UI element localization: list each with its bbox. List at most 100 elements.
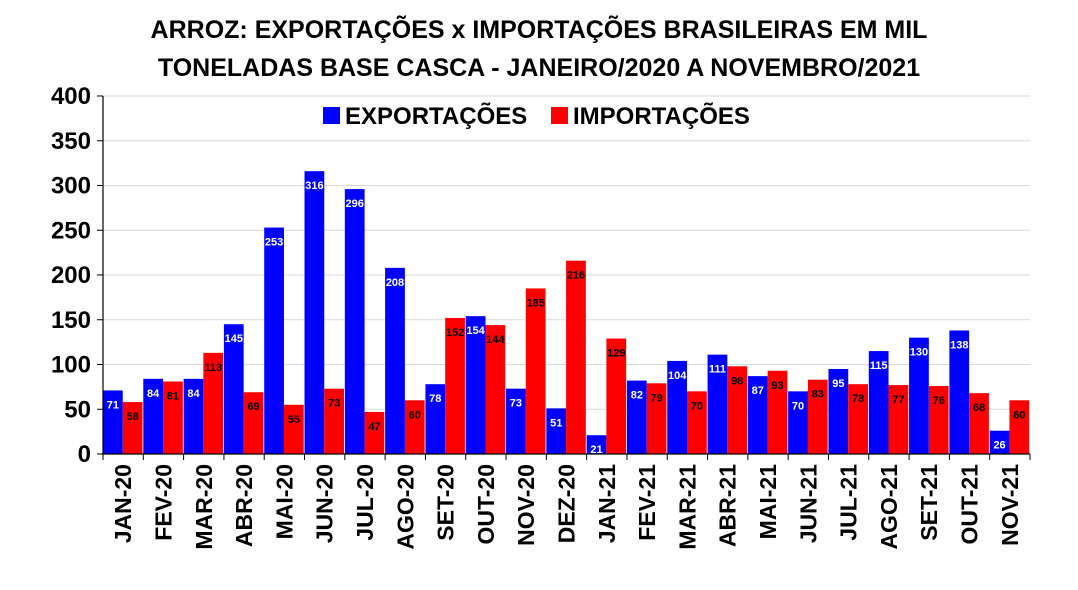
export-value-label: 115 xyxy=(870,360,888,372)
import-bar-NOV-20 xyxy=(525,288,546,454)
export-bar-JUL-20 xyxy=(344,189,365,454)
export-value-label: 145 xyxy=(225,333,243,345)
export-bar-JUN-20 xyxy=(304,171,325,454)
x-tick-label: NOV-20 xyxy=(513,464,539,546)
export-bar-AGO-21 xyxy=(868,351,889,454)
import-value-label: 98 xyxy=(731,375,743,387)
export-bar-NOV-20 xyxy=(506,388,526,454)
export-value-label: 26 xyxy=(993,440,1005,452)
legend-label-importacoes: IMPORTAÇÕES xyxy=(573,102,750,130)
x-tick-label: JUL-20 xyxy=(352,464,378,541)
export-value-label: 95 xyxy=(832,378,844,390)
import-bar-SET-21 xyxy=(928,385,949,454)
import-bar-FEV-21 xyxy=(646,383,667,454)
x-tick-label: JAN-21 xyxy=(594,464,620,543)
export-value-label: 296 xyxy=(346,198,364,210)
import-value-label: 58 xyxy=(126,411,138,423)
chart-title-line-1: ARROZ: EXPORTAÇÕES x IMPORTAÇÕES BRASILE… xyxy=(151,14,928,44)
export-bar-OUT-20 xyxy=(465,316,486,454)
import-bar-JUL-21 xyxy=(848,384,868,454)
export-value-label: 111 xyxy=(709,364,726,376)
export-value-label: 84 xyxy=(147,388,160,400)
export-value-label: 208 xyxy=(386,277,404,289)
import-bar-JUN-21 xyxy=(807,379,828,454)
import-bar-DEZ-20 xyxy=(566,260,586,454)
export-bar-JAN-20 xyxy=(103,390,123,454)
import-bar-MAR-21 xyxy=(687,391,707,454)
y-tick-label: 300 xyxy=(51,173,91,200)
import-value-label: 93 xyxy=(771,380,783,392)
export-value-label: 71 xyxy=(107,399,119,411)
x-axis-ticks: JAN-20 FEV-20 MAR-20 ABR-20 MAI-20 JUN-20 JUL-… xyxy=(102,454,1031,550)
import-bar-NOV-21 xyxy=(1009,400,1030,454)
export-bar-NOV-21 xyxy=(989,430,1010,454)
export-value-label: 70 xyxy=(792,400,804,412)
legend-swatch-exportacoes xyxy=(323,107,340,124)
import-value-label: 55 xyxy=(288,414,300,426)
x-tick-label: MAI-21 xyxy=(755,464,781,540)
import-bar-MAR-20 xyxy=(203,352,224,454)
bars xyxy=(103,171,1030,454)
import-value-label: 129 xyxy=(607,348,625,360)
x-tick-label: OUT-21 xyxy=(957,464,983,545)
export-value-label: 154 xyxy=(466,325,485,337)
import-bar-AGO-21 xyxy=(888,385,909,454)
export-bar-MAR-21 xyxy=(667,360,688,454)
x-tick-label: JUN-21 xyxy=(795,464,821,543)
y-tick-label: 150 xyxy=(51,307,91,334)
export-value-label: 253 xyxy=(265,237,283,249)
export-value-label: 82 xyxy=(631,390,643,402)
import-bar-JAN-20 xyxy=(122,402,143,454)
x-tick-label: MAR-21 xyxy=(674,464,700,550)
legend-swatch-importacoes xyxy=(551,107,568,124)
export-bar-ABR-20 xyxy=(223,324,244,454)
export-bar-ABR-21 xyxy=(707,354,728,454)
import-value-label: 68 xyxy=(973,402,985,414)
import-value-label: 79 xyxy=(650,392,662,404)
export-bar-JUN-21 xyxy=(788,391,808,454)
y-axis-ticks: 0 50 100 150 200 250 300 350 400 xyxy=(51,83,103,468)
y-tick-label: 100 xyxy=(51,352,91,379)
import-value-label: 73 xyxy=(328,398,340,410)
x-tick-label: ABR-20 xyxy=(231,464,257,547)
import-bar-MAI-21 xyxy=(767,370,788,454)
x-tick-label: OUT-20 xyxy=(473,464,499,545)
x-tick-label: JUL-21 xyxy=(836,464,862,541)
x-tick-label: FEV-20 xyxy=(150,464,176,541)
import-value-label: 77 xyxy=(892,394,904,406)
export-bar-DEZ-20 xyxy=(546,408,567,454)
import-value-label: 47 xyxy=(368,421,380,433)
export-bar-FEV-20 xyxy=(143,378,164,454)
x-tick-label: NOV-21 xyxy=(997,464,1023,546)
x-tick-label: SET-21 xyxy=(916,464,942,541)
legend: EXPORTAÇÕES IMPORTAÇÕES xyxy=(323,102,750,130)
chart-title: ARROZ: EXPORTAÇÕES x IMPORTAÇÕES BRASILE… xyxy=(151,14,928,82)
y-tick-label: 400 xyxy=(51,83,91,110)
import-bar-MAI-20 xyxy=(283,404,304,454)
import-bar-JAN-21 xyxy=(606,338,627,454)
import-value-label: 152 xyxy=(446,327,464,339)
import-value-label: 60 xyxy=(409,409,421,421)
chart-title-line-2: TONELADAS BASE CASCA - JANEIRO/2020 A NO… xyxy=(158,54,920,82)
x-tick-label: JAN-20 xyxy=(110,464,136,543)
data-labels: 71 84 84 145 253 316 296 208 78 154 73 51 21 82 104 111… xyxy=(107,180,1026,456)
import-bar-SET-20 xyxy=(445,317,465,454)
import-bar-OUT-20 xyxy=(485,325,506,454)
import-value-label: 144 xyxy=(486,334,505,346)
import-value-label: 60 xyxy=(1013,409,1025,421)
y-tick-label: 0 xyxy=(78,441,91,468)
export-value-label: 138 xyxy=(950,339,968,351)
import-bar-ABR-21 xyxy=(727,366,748,454)
y-tick-label: 50 xyxy=(64,396,91,423)
x-tick-label: SET-20 xyxy=(433,464,459,541)
y-tick-label: 250 xyxy=(51,217,91,244)
import-bar-AGO-20 xyxy=(404,400,425,454)
export-bar-MAI-21 xyxy=(747,376,768,454)
export-value-label: 104 xyxy=(668,370,687,382)
import-bar-JUL-20 xyxy=(364,411,385,454)
x-tick-label: MAI-20 xyxy=(271,464,297,539)
import-value-label: 69 xyxy=(247,401,259,413)
export-value-label: 130 xyxy=(910,347,928,359)
x-tick-label: AGO-21 xyxy=(876,464,902,550)
